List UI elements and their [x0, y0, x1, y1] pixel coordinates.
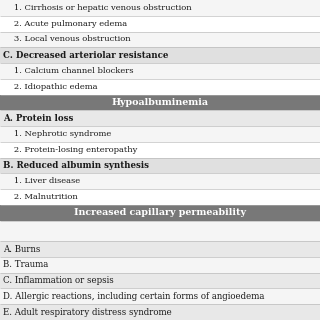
- Bar: [0, 158, 320, 173]
- Text: 2. Protein-losing enteropathy: 2. Protein-losing enteropathy: [6, 146, 137, 154]
- Text: 1. Nephrotic syndrome: 1. Nephrotic syndrome: [6, 130, 111, 138]
- Text: D. Allergic reactions, including certain forms of angioedema: D. Allergic reactions, including certain…: [3, 292, 264, 301]
- Bar: [0, 95, 320, 110]
- Bar: [0, 63, 320, 79]
- Bar: [0, 79, 320, 95]
- Bar: [0, 0, 320, 16]
- Bar: [0, 304, 320, 320]
- Text: A. Burns: A. Burns: [3, 244, 40, 253]
- Bar: [0, 221, 320, 241]
- Bar: [0, 241, 320, 257]
- Text: 1. Calcium channel blockers: 1. Calcium channel blockers: [6, 67, 133, 75]
- Bar: [0, 257, 320, 273]
- Text: 3. Local venous obstruction: 3. Local venous obstruction: [6, 36, 131, 44]
- Text: 2. Malnutrition: 2. Malnutrition: [6, 193, 78, 201]
- Text: B. Reduced albumin synthesis: B. Reduced albumin synthesis: [3, 161, 149, 170]
- Text: Hypoalbuminemia: Hypoalbuminemia: [111, 98, 209, 107]
- Text: E. Adult respiratory distress syndrome: E. Adult respiratory distress syndrome: [3, 308, 172, 316]
- Text: 2. Idiopathic edema: 2. Idiopathic edema: [6, 83, 98, 91]
- Text: 1. Liver disease: 1. Liver disease: [6, 177, 80, 185]
- Text: 1. Cirrhosis or hepatic venous obstruction: 1. Cirrhosis or hepatic venous obstructi…: [6, 4, 192, 12]
- Bar: [0, 47, 320, 63]
- Bar: [0, 110, 320, 126]
- Bar: [0, 32, 320, 47]
- Bar: [0, 142, 320, 158]
- Bar: [0, 189, 320, 205]
- Text: 2. Acute pulmonary edema: 2. Acute pulmonary edema: [6, 20, 127, 28]
- Text: C. Inflammation or sepsis: C. Inflammation or sepsis: [3, 276, 114, 285]
- Bar: [0, 273, 320, 288]
- Bar: [0, 126, 320, 142]
- Bar: [0, 288, 320, 304]
- Text: C. Decreased arteriolar resistance: C. Decreased arteriolar resistance: [3, 51, 168, 60]
- Text: A. Protein loss: A. Protein loss: [3, 114, 73, 123]
- Text: Increased capillary permeability: Increased capillary permeability: [74, 208, 246, 217]
- Bar: [0, 205, 320, 221]
- Bar: [0, 16, 320, 32]
- Bar: [0, 173, 320, 189]
- Text: B. Trauma: B. Trauma: [3, 260, 48, 269]
